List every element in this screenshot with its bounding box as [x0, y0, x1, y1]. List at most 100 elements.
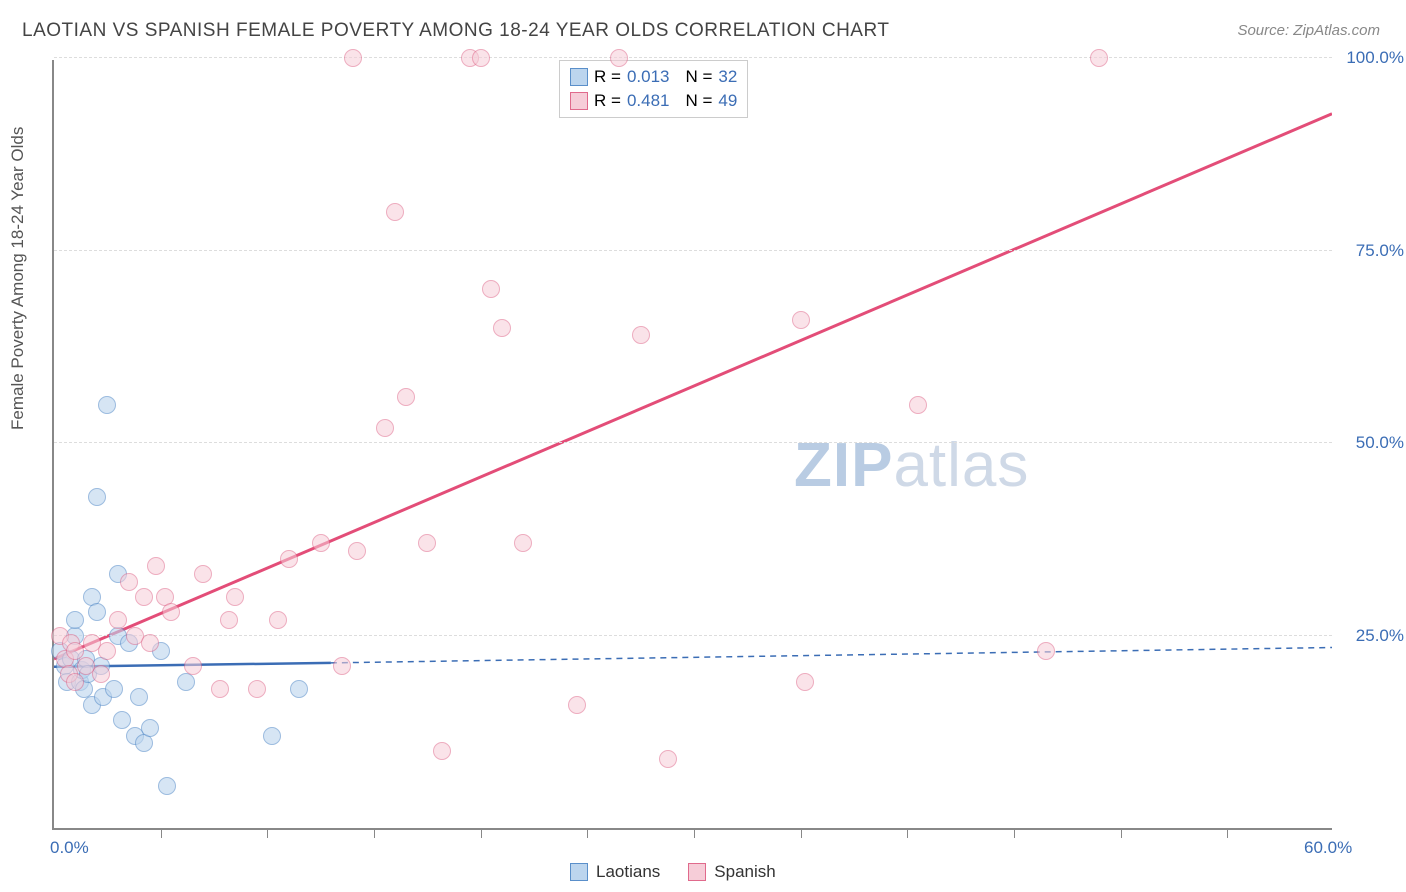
data-point — [109, 611, 127, 629]
x-tick — [801, 828, 802, 838]
data-point — [158, 777, 176, 795]
data-point — [248, 680, 266, 698]
x-tick-label: 0.0% — [50, 838, 89, 858]
data-point — [130, 688, 148, 706]
data-point — [632, 326, 650, 344]
y-axis-label: Female Poverty Among 18-24 Year Olds — [8, 127, 28, 430]
legend-item: Spanish — [688, 862, 775, 882]
data-point — [194, 565, 212, 583]
data-point — [135, 734, 153, 752]
x-tick — [267, 828, 268, 838]
data-point — [88, 603, 106, 621]
watermark: ZIPatlas — [794, 430, 1029, 501]
data-point — [211, 680, 229, 698]
x-tick — [374, 828, 375, 838]
data-point — [1090, 49, 1108, 67]
legend-swatch — [570, 92, 588, 110]
data-point — [263, 727, 281, 745]
x-tick — [587, 828, 588, 838]
legend-swatch — [688, 863, 706, 881]
x-tick — [1121, 828, 1122, 838]
x-tick — [907, 828, 908, 838]
gridline — [54, 250, 1332, 251]
legend-r-label: R = — [594, 89, 621, 113]
legend-label: Laotians — [596, 862, 660, 882]
plot-area: ZIPatlas R =0.013N =32R =0.481N =49 25.0… — [52, 60, 1332, 830]
source-attribution: Source: ZipAtlas.com — [1237, 22, 1380, 39]
data-point — [147, 557, 165, 575]
data-point — [610, 49, 628, 67]
data-point — [226, 588, 244, 606]
legend-n-label: N = — [685, 65, 712, 89]
data-point — [1037, 642, 1055, 660]
data-point — [796, 673, 814, 691]
trend-line-dash — [331, 648, 1332, 663]
data-point — [348, 542, 366, 560]
x-tick — [1227, 828, 1228, 838]
x-tick — [694, 828, 695, 838]
series-legend: Laotians Spanish — [570, 862, 776, 882]
data-point — [105, 680, 123, 698]
data-point — [493, 319, 511, 337]
data-point — [290, 680, 308, 698]
data-point — [482, 280, 500, 298]
x-tick-label: 60.0% — [1304, 838, 1352, 858]
legend-item: Laotians — [570, 862, 660, 882]
data-point — [269, 611, 287, 629]
data-point — [98, 396, 116, 414]
data-point — [472, 49, 490, 67]
data-point — [568, 696, 586, 714]
data-point — [386, 203, 404, 221]
data-point — [177, 673, 195, 691]
data-point — [135, 588, 153, 606]
data-point — [792, 311, 810, 329]
legend-r-value: 0.013 — [627, 65, 670, 89]
legend-label: Spanish — [714, 862, 775, 882]
data-point — [113, 711, 131, 729]
data-point — [98, 642, 116, 660]
data-point — [162, 603, 180, 621]
data-point — [333, 657, 351, 675]
gridline — [54, 442, 1332, 443]
data-point — [433, 742, 451, 760]
legend-r-label: R = — [594, 65, 621, 89]
data-point — [120, 573, 138, 591]
data-point — [418, 534, 436, 552]
legend-n-label: N = — [685, 89, 712, 113]
legend-r-value: 0.481 — [627, 89, 670, 113]
x-tick — [161, 828, 162, 838]
gridline — [54, 57, 1332, 58]
data-point — [92, 665, 110, 683]
data-point — [514, 534, 532, 552]
correlation-legend: R =0.013 N =32 R =0.481 N =49 — [559, 60, 748, 118]
data-point — [141, 634, 159, 652]
legend-n-value: 49 — [718, 89, 737, 113]
data-point — [88, 488, 106, 506]
legend-swatch — [570, 68, 588, 86]
data-point — [659, 750, 677, 768]
y-tick-label: 100.0% — [1346, 48, 1404, 68]
legend-row: R =0.481 N =49 — [570, 89, 737, 113]
trend-lines-svg — [54, 60, 1332, 828]
legend-n-value: 32 — [718, 65, 737, 89]
data-point — [397, 388, 415, 406]
gridline — [54, 635, 1332, 636]
legend-row: R =0.013 N =32 — [570, 65, 737, 89]
data-point — [66, 673, 84, 691]
data-point — [66, 611, 84, 629]
data-point — [220, 611, 238, 629]
trend-line — [54, 114, 1332, 659]
y-tick-label: 75.0% — [1356, 241, 1404, 261]
data-point — [312, 534, 330, 552]
y-tick-label: 50.0% — [1356, 433, 1404, 453]
data-point — [141, 719, 159, 737]
chart-title: LAOTIAN VS SPANISH FEMALE POVERTY AMONG … — [22, 20, 889, 42]
data-point — [376, 419, 394, 437]
data-point — [909, 396, 927, 414]
data-point — [344, 49, 362, 67]
y-tick-label: 25.0% — [1356, 626, 1404, 646]
x-tick — [481, 828, 482, 838]
data-point — [280, 550, 298, 568]
data-point — [184, 657, 202, 675]
legend-swatch — [570, 863, 588, 881]
